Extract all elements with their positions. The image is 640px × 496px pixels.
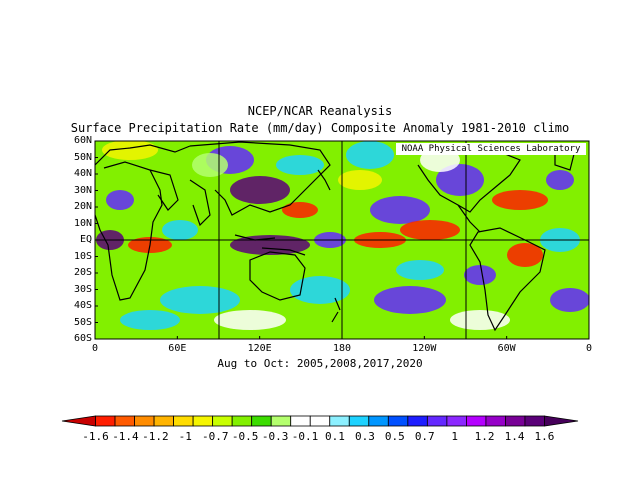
title-line-1: NCEP/NCAR Reanalysis <box>247 104 393 118</box>
credit-label: NOAA Physical Sciences Laboratory <box>396 143 586 155</box>
colorbar-swatch <box>173 415 194 427</box>
anomaly-region <box>546 170 574 190</box>
colorbar <box>61 415 579 427</box>
lon-label: 180 <box>332 343 352 354</box>
colorbar-label: -0.1 <box>291 430 319 443</box>
lat-label: 40N <box>73 168 92 179</box>
colorbar-label: -1.6 <box>82 430 109 443</box>
colorbar-swatch <box>114 415 135 427</box>
colorbar-label: 0.5 <box>384 430 405 443</box>
colorbar-label: -1.2 <box>142 430 169 443</box>
colorbar-swatch <box>231 415 253 427</box>
colorbar-label: 0.3 <box>354 430 375 443</box>
anomaly-region <box>436 164 484 196</box>
colorbar-swatch <box>348 415 370 427</box>
lat-label: 20N <box>73 201 92 212</box>
anomaly-region <box>370 196 430 224</box>
colorbar-swatch <box>407 415 428 427</box>
anomaly-region <box>492 190 548 210</box>
colorbar-swatch <box>446 415 467 427</box>
anomaly-region <box>162 220 198 240</box>
lat-label: 30S <box>73 283 92 295</box>
lon-label: 60W <box>497 343 516 354</box>
anomaly-region <box>507 243 543 267</box>
anomaly-region <box>120 310 180 330</box>
colorbar-swatch <box>270 415 292 427</box>
title-line-2: Surface Precipitation Rate (mm/day) Comp… <box>70 121 570 135</box>
lon-label: 120W <box>412 343 437 354</box>
lon-label: 120E <box>247 343 272 354</box>
anomaly-region <box>346 141 394 169</box>
colorbar-swatch <box>387 415 409 427</box>
gridlines <box>95 141 589 339</box>
colorbar-label: -0.5 <box>231 430 259 443</box>
lon-label: 60E <box>168 343 187 354</box>
lat-label: 30N <box>73 184 92 196</box>
colorbar-swatch <box>61 415 96 427</box>
colorbar-label: 0.7 <box>414 430 435 443</box>
colorbar-label: -0.7 <box>201 430 229 443</box>
anomaly-region <box>276 155 324 175</box>
anomaly-region <box>214 310 286 330</box>
colorbar-swatch <box>485 415 506 427</box>
colorbar-swatch <box>212 415 233 427</box>
colorbar-swatch <box>465 415 487 427</box>
anomaly-region <box>192 153 228 177</box>
colorbar-swatch <box>153 415 175 427</box>
colorbar-swatch <box>426 415 448 427</box>
lon-label: 0 <box>91 343 99 354</box>
colorbar-label: -1.4 <box>112 430 139 443</box>
colorbar-swatch <box>368 415 389 427</box>
lat-label: 40S <box>73 300 92 311</box>
anomaly-region <box>338 170 382 190</box>
anomaly-region <box>464 265 496 285</box>
colorbar-label: 0.1 <box>325 430 345 443</box>
colorbar-swatch <box>95 415 116 427</box>
anomaly-region <box>282 202 318 218</box>
lat-label: 50S <box>73 316 92 328</box>
anomaly-region <box>160 286 240 314</box>
anomaly-region <box>400 220 460 240</box>
colorbar-label: 1 <box>451 430 458 443</box>
colorbar-swatch <box>329 415 350 427</box>
anomaly-region <box>230 176 290 204</box>
lon-label: 0 <box>585 343 593 354</box>
colorbar-swatch <box>524 415 545 427</box>
colorbar-label: 1.4 <box>504 430 525 443</box>
colorbar-swatch <box>134 415 155 427</box>
map-subtitle: Aug to Oct: 2005,2008,2017,2020 <box>217 357 423 370</box>
lat-label: 50N <box>73 151 92 163</box>
anomaly-region <box>450 310 510 330</box>
anomaly-region <box>374 286 446 314</box>
colorbar-label: -1 <box>178 430 192 443</box>
colorbar-label: 1.6 <box>534 430 555 443</box>
lat-label: EQ <box>79 234 92 245</box>
lat-label: 10N <box>73 217 92 229</box>
anomaly-region <box>550 288 589 312</box>
colorbar-swatch <box>290 415 311 427</box>
lat-label: 60N <box>73 135 92 146</box>
colorbar-swatch <box>309 415 331 427</box>
colorbar-label: 1.2 <box>474 430 495 443</box>
lat-label: 10S <box>73 250 92 262</box>
lat-label: 60S <box>73 333 92 344</box>
colorbar-swatch <box>192 415 214 427</box>
anomaly-region <box>290 276 350 304</box>
colorbar-swatch <box>505 415 526 427</box>
anomaly-region <box>106 190 134 210</box>
anomaly-region <box>396 260 444 280</box>
colorbar-swatch <box>544 415 579 427</box>
lat-label: 20S <box>73 267 92 278</box>
colorbar-label: -0.3 <box>261 430 289 443</box>
colorbar-swatch <box>251 415 272 427</box>
